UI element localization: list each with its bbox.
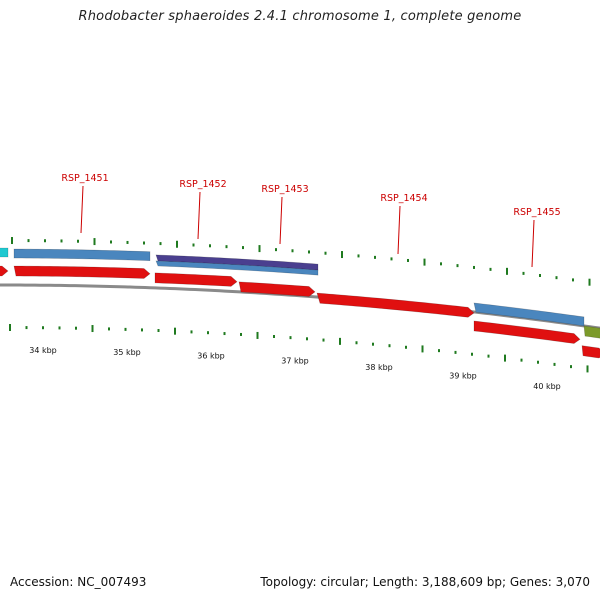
gene-label[interactable]: RSP_1451 bbox=[61, 173, 108, 184]
genome-summary: Topology: circular; Length: 3,188,609 bp… bbox=[260, 575, 590, 589]
tick-layer bbox=[9, 237, 591, 373]
gene-arrow[interactable] bbox=[13, 265, 151, 279]
feature-layer bbox=[0, 247, 600, 359]
gene-label[interactable]: RSP_1454 bbox=[380, 193, 427, 204]
gene-label-leader bbox=[397, 205, 401, 255]
gene-arrow[interactable] bbox=[238, 281, 316, 297]
gene-arrow[interactable] bbox=[581, 345, 600, 359]
gene-label[interactable]: RSP_1452 bbox=[179, 179, 226, 190]
gene-label[interactable]: RSP_1453 bbox=[261, 184, 308, 195]
gene-arrow[interactable] bbox=[473, 320, 581, 344]
scale-label: 40 kbp bbox=[533, 382, 561, 391]
scale-label: 34 kbp bbox=[29, 346, 57, 355]
gene-label-leader bbox=[80, 185, 84, 234]
scale-label: 38 kbp bbox=[365, 363, 393, 372]
cds-band[interactable] bbox=[473, 302, 585, 327]
cds-band[interactable] bbox=[155, 260, 319, 276]
gene-arrow[interactable] bbox=[316, 292, 475, 318]
scale-layer: 34 kbp 35 kbp 36 kbp 37 kbp 38 kbp 39 kbp 40 k… bbox=[29, 346, 561, 391]
scale-label: 36 kbp bbox=[197, 351, 225, 360]
cds-band[interactable] bbox=[155, 254, 319, 271]
cds-band[interactable] bbox=[583, 325, 600, 339]
gene-label-leader bbox=[279, 196, 283, 245]
scale-label: 35 kbp bbox=[113, 348, 141, 357]
gene-arrow[interactable] bbox=[154, 272, 238, 287]
scale-label: 39 kbp bbox=[449, 372, 477, 381]
gene-label-leader bbox=[197, 191, 201, 240]
gene-arrow[interactable] bbox=[0, 265, 9, 277]
label-layer: RSP_1451 RSP_1452 RSP_1453 RSP_1454 RSP_1455 bbox=[61, 173, 561, 268]
cds-band[interactable] bbox=[0, 247, 9, 258]
cds-band[interactable] bbox=[13, 248, 151, 262]
scale-label: 37 kbp bbox=[281, 356, 309, 365]
gene-label[interactable]: RSP_1455 bbox=[513, 207, 560, 218]
accession-label: Accession: NC_007493 bbox=[10, 575, 147, 589]
gene-label-leader bbox=[531, 219, 535, 268]
map-title: Rhodobacter sphaeroides 2.4.1 chromosome… bbox=[78, 9, 522, 24]
